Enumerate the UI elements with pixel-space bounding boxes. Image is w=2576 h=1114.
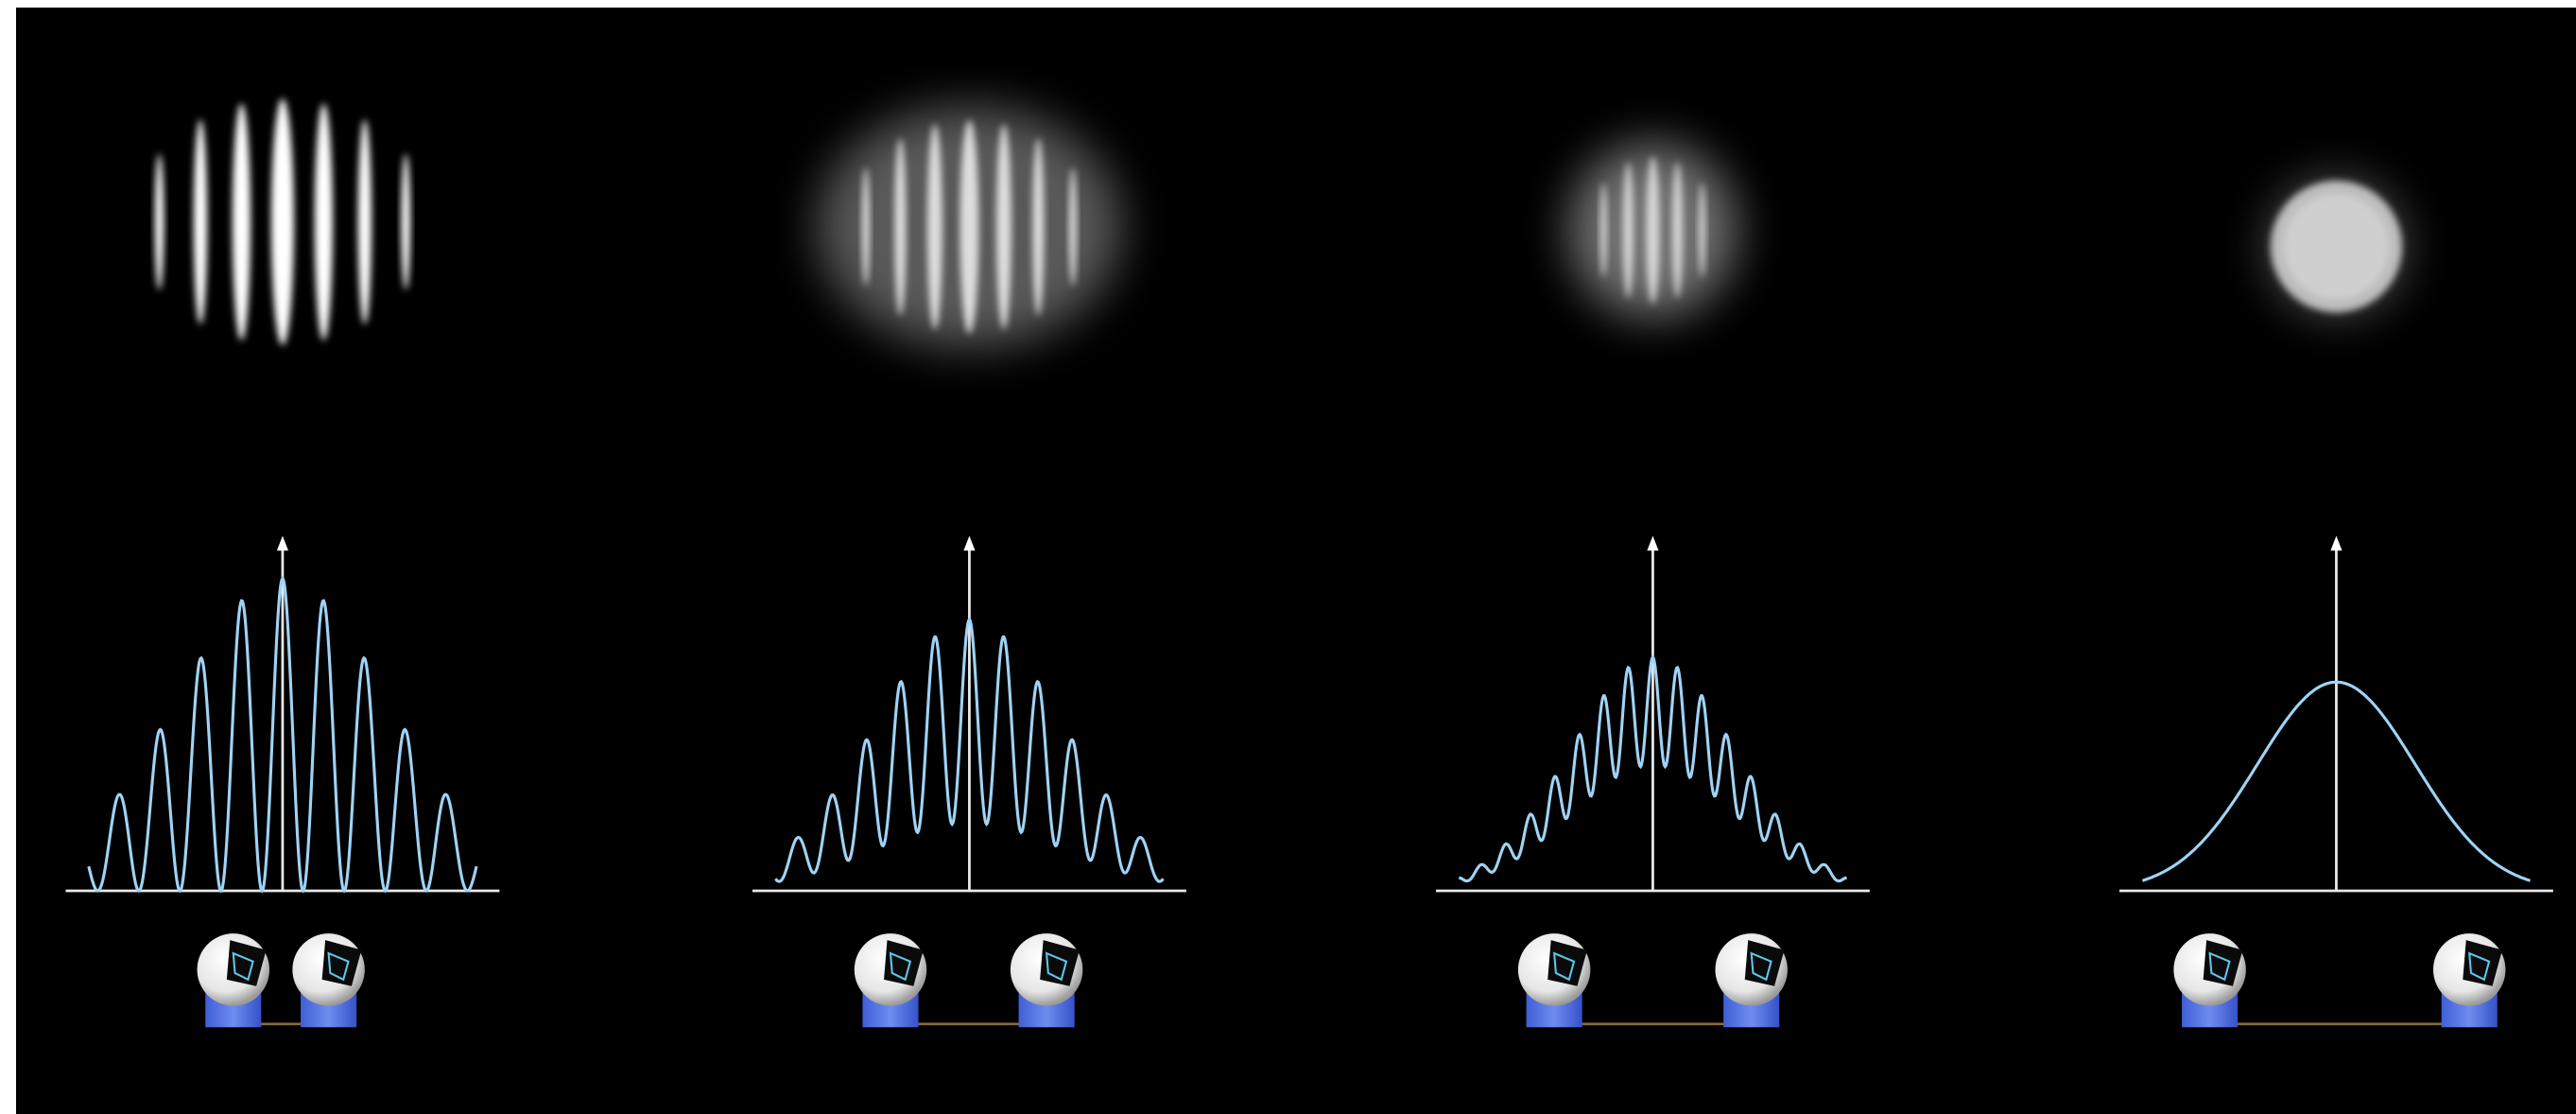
fringe [1600,183,1607,277]
fringe [927,124,942,329]
illustration [0,0,2576,1114]
fringe [1069,167,1077,286]
page: (() => { const data = JSON.parse(documen… [0,0,2576,1114]
fringe [960,120,978,334]
telescope [1011,933,1082,1027]
telescope [2433,933,2505,1027]
fringe [1699,183,1705,277]
fringe [358,119,372,324]
fringe [1672,162,1683,298]
fringe [155,154,164,290]
telescope [2173,933,2245,1027]
fringe [894,138,906,316]
telescope [1715,933,1787,1027]
fringe [862,167,870,286]
fringe [315,103,333,339]
telescope [1518,933,1590,1027]
fringe [996,124,1011,329]
fringe [1623,162,1634,298]
fringe [271,98,294,345]
telescope [198,933,269,1027]
fringe [194,119,207,324]
fringe [1646,156,1659,304]
telescope [855,933,926,1027]
fringe [402,154,411,290]
telescope [292,933,364,1027]
fringe [1032,138,1044,316]
blob-core [2284,194,2389,299]
fringe [233,103,251,339]
